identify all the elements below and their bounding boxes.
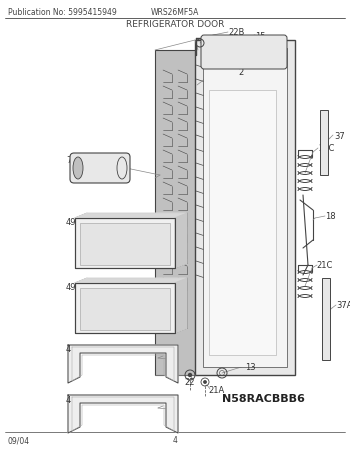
Polygon shape xyxy=(75,278,187,283)
Bar xyxy=(75,283,175,333)
Text: 21C: 21C xyxy=(318,144,334,153)
Bar xyxy=(195,40,295,375)
Text: 37A: 37A xyxy=(336,301,350,310)
Bar xyxy=(75,218,175,268)
Polygon shape xyxy=(68,345,178,383)
Circle shape xyxy=(189,374,191,376)
Polygon shape xyxy=(68,395,178,433)
Bar xyxy=(75,218,175,268)
FancyBboxPatch shape xyxy=(70,153,130,183)
Bar xyxy=(155,50,198,375)
Circle shape xyxy=(204,381,206,383)
Bar xyxy=(320,110,328,175)
Text: 21C: 21C xyxy=(316,261,332,270)
Text: 13: 13 xyxy=(245,363,255,372)
Bar xyxy=(80,223,170,265)
Text: 49: 49 xyxy=(66,218,77,227)
Bar xyxy=(322,278,330,360)
Text: 7: 7 xyxy=(66,156,71,165)
Text: 37: 37 xyxy=(334,132,345,141)
Text: REFRIGERATOR DOOR: REFRIGERATOR DOOR xyxy=(126,20,224,29)
Text: 4: 4 xyxy=(66,396,71,405)
Bar xyxy=(209,90,276,355)
Text: 15: 15 xyxy=(255,32,266,41)
Text: 21A: 21A xyxy=(208,386,224,395)
FancyBboxPatch shape xyxy=(201,35,287,69)
Polygon shape xyxy=(175,278,187,333)
Bar xyxy=(203,48,287,367)
Text: 49: 49 xyxy=(66,283,77,292)
Text: 09/04: 09/04 xyxy=(8,436,30,445)
Polygon shape xyxy=(75,213,187,218)
Bar xyxy=(75,283,175,333)
Ellipse shape xyxy=(73,157,83,179)
Text: 22: 22 xyxy=(184,378,195,387)
Ellipse shape xyxy=(117,157,127,179)
Text: 2: 2 xyxy=(238,68,243,77)
Text: 4: 4 xyxy=(173,436,177,445)
Text: Publication No: 5995415949: Publication No: 5995415949 xyxy=(8,8,117,17)
Text: 4: 4 xyxy=(66,345,71,354)
Bar xyxy=(80,288,170,330)
Text: 22B: 22B xyxy=(228,28,244,37)
Text: 18: 18 xyxy=(325,212,336,221)
Text: N58RACBBB6: N58RACBBB6 xyxy=(222,394,304,404)
Text: WRS26MF5A: WRS26MF5A xyxy=(151,8,199,17)
Polygon shape xyxy=(175,213,187,268)
